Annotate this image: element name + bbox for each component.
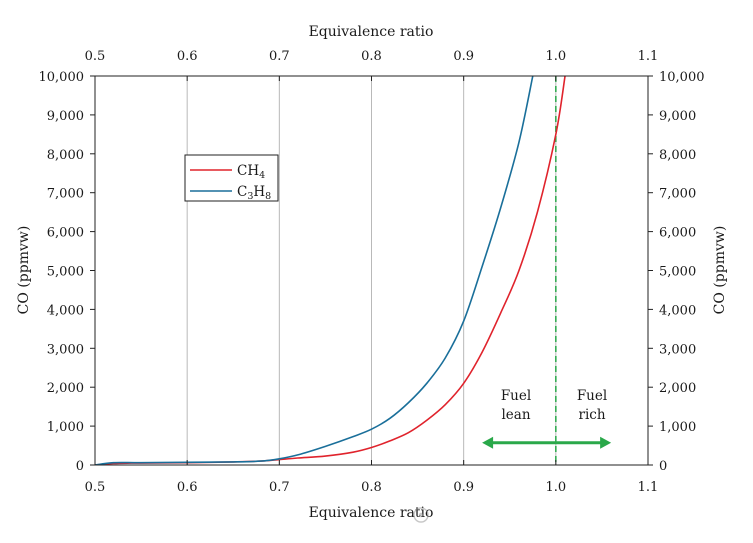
legend-box [184, 154, 279, 202]
y-tick-label-right: 0 [659, 459, 667, 474]
x-tick-label-top: 1.1 [638, 49, 659, 64]
tick-marks [90, 75, 653, 466]
y-tick-label-left: 8,000 [47, 148, 84, 163]
y-tick-label-right: 9,000 [659, 109, 696, 124]
y-tick-label-right: 10,000 [659, 70, 705, 85]
x-tick-label-bottom: 0.5 [85, 480, 106, 495]
y-tick-label-right: 1,000 [659, 420, 696, 435]
watermark-icon [413, 507, 429, 523]
fuel-lean-line1: Fuel [501, 388, 531, 404]
x-tick-label-top: 0.8 [361, 49, 382, 64]
y-axis-title-left: CO (ppmvw) [16, 226, 32, 315]
x-tick-label-top: 0.9 [453, 49, 474, 64]
y-tick-label-right: 8,000 [659, 148, 696, 163]
y-tick-label-left: 3,000 [47, 342, 84, 357]
y-tick-label-left: 4,000 [47, 303, 84, 318]
watermark-logo [413, 507, 429, 523]
fuel-rich-line2: rich [578, 407, 605, 423]
x-tick-label-top: 0.5 [85, 49, 106, 64]
y-tick-label-left: 6,000 [47, 226, 84, 241]
legend: CH4 C3H8 [184, 154, 279, 202]
y-tick-label-left: 5,000 [47, 265, 84, 280]
y-tick-label-left: 10,000 [39, 70, 85, 85]
series-line-ch4 [95, 76, 566, 465]
y-tick-label-left: 0 [76, 459, 84, 474]
watermark-icon-dot [418, 512, 424, 518]
x-tick-label-bottom: 0.6 [177, 480, 198, 495]
tick-labels: 0.50.50.60.60.70.70.80.80.90.91.01.01.11… [39, 49, 705, 495]
x-tick-label-bottom: 0.8 [361, 480, 382, 495]
fuel-arrow-head-left [482, 436, 494, 449]
x-tick-label-bottom: 0.9 [453, 480, 474, 495]
y-tick-label-left: 9,000 [47, 109, 84, 124]
y-tick-label-right: 2,000 [659, 381, 696, 396]
x-tick-label-bottom: 1.0 [545, 480, 566, 495]
x-axis-title-bottom: Equivalence ratio [309, 505, 434, 521]
x-tick-label-bottom: 1.1 [638, 480, 659, 495]
x-tick-label-top: 1.0 [545, 49, 566, 64]
series-lines [95, 76, 566, 465]
y-tick-label-left: 7,000 [47, 187, 84, 202]
fuel-arrow-head-right [600, 436, 612, 449]
y-tick-label-left: 2,000 [47, 381, 84, 396]
fuel-lean-label: Fuel lean [501, 388, 531, 423]
y-tick-label-right: 3,000 [659, 342, 696, 357]
x-tick-label-top: 0.7 [269, 49, 290, 64]
x-tick-label-bottom: 0.7 [269, 480, 290, 495]
fuel-rich-label: Fuel rich [577, 388, 607, 423]
y-tick-label-left: 1,000 [47, 420, 84, 435]
fuel-range-arrow [482, 436, 612, 449]
fuel-lean-line2: lean [501, 407, 530, 423]
y-axis-title-right: CO (ppmvw) [712, 226, 728, 315]
x-axis-title-top: Equivalence ratio [309, 24, 434, 40]
y-tick-label-right: 7,000 [659, 187, 696, 202]
legend-label-ch4: CH4 [237, 163, 265, 181]
legend-label-c3h8: C3H8 [237, 184, 271, 202]
y-tick-label-right: 6,000 [659, 226, 696, 241]
series-line-c3h8 [95, 76, 534, 465]
x-tick-label-top: 0.6 [177, 49, 198, 64]
y-tick-label-right: 4,000 [659, 303, 696, 318]
fuel-rich-line1: Fuel [577, 388, 607, 404]
y-tick-label-right: 5,000 [659, 265, 696, 280]
